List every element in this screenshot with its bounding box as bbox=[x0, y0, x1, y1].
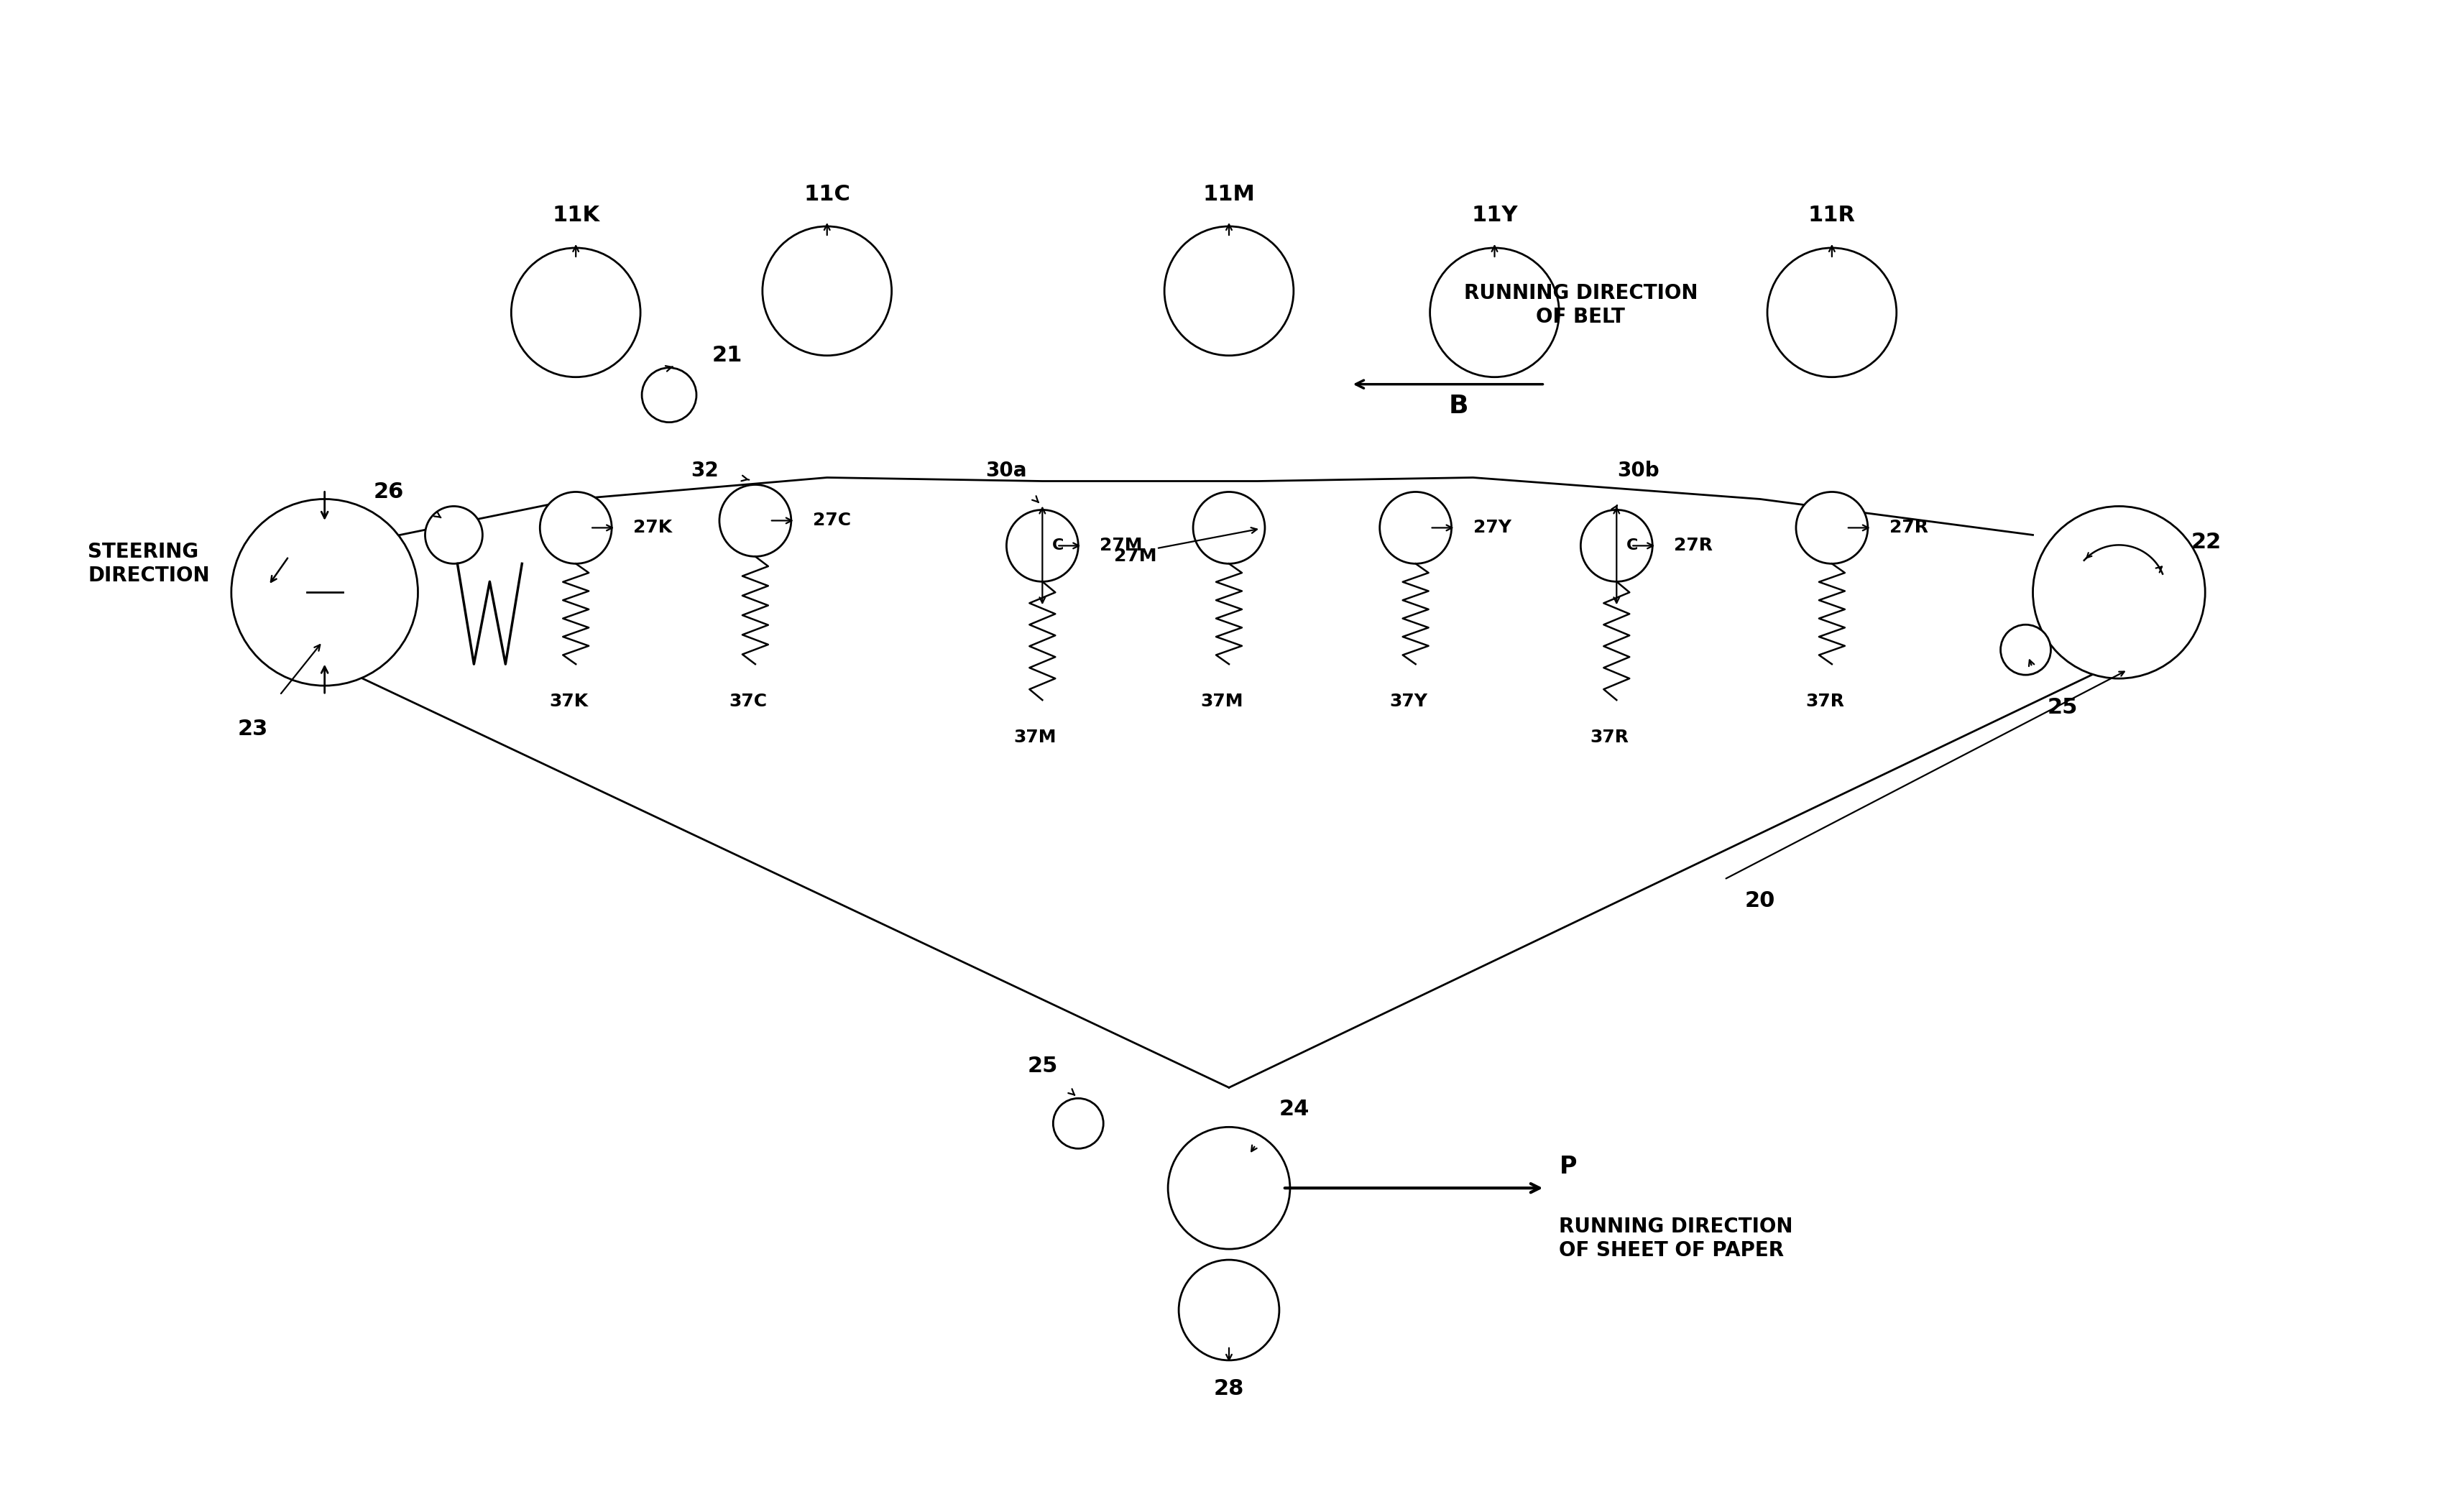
Text: 25: 25 bbox=[2047, 697, 2079, 718]
Circle shape bbox=[1007, 510, 1079, 582]
Text: 32: 32 bbox=[692, 460, 719, 481]
Text: 27Y: 27Y bbox=[1473, 519, 1512, 537]
Circle shape bbox=[1581, 510, 1653, 582]
Circle shape bbox=[1054, 1098, 1103, 1149]
Circle shape bbox=[512, 248, 640, 376]
Text: STEERING
DIRECTION: STEERING DIRECTION bbox=[89, 541, 209, 585]
Text: 28: 28 bbox=[1214, 1379, 1244, 1400]
Text: 30b: 30b bbox=[1618, 460, 1660, 481]
Text: 37M: 37M bbox=[1199, 692, 1244, 711]
Text: P: P bbox=[1559, 1155, 1576, 1178]
Text: 37C: 37C bbox=[729, 692, 766, 711]
Circle shape bbox=[1165, 227, 1293, 355]
Text: 37K: 37K bbox=[549, 692, 589, 711]
Circle shape bbox=[719, 485, 791, 556]
Text: 37Y: 37Y bbox=[1389, 692, 1429, 711]
Text: 11M: 11M bbox=[1202, 183, 1256, 204]
Circle shape bbox=[643, 367, 697, 422]
Text: 11C: 11C bbox=[803, 183, 850, 204]
Text: 27C: 27C bbox=[813, 513, 850, 529]
Circle shape bbox=[539, 491, 611, 564]
Circle shape bbox=[2000, 624, 2052, 674]
Text: 27R: 27R bbox=[1675, 537, 1712, 555]
Text: 37R: 37R bbox=[1805, 692, 1845, 711]
Circle shape bbox=[1379, 491, 1451, 564]
Text: 27M: 27M bbox=[1101, 537, 1143, 555]
Circle shape bbox=[426, 507, 483, 564]
Text: 25: 25 bbox=[1027, 1055, 1057, 1077]
Circle shape bbox=[1768, 248, 1897, 376]
Circle shape bbox=[764, 227, 892, 355]
Text: 22: 22 bbox=[2190, 532, 2222, 552]
Circle shape bbox=[2032, 507, 2204, 679]
Text: 27R: 27R bbox=[1889, 519, 1929, 537]
Text: 27M: 27M bbox=[1113, 547, 1158, 565]
Text: RUNNING DIRECTION
OF SHEET OF PAPER: RUNNING DIRECTION OF SHEET OF PAPER bbox=[1559, 1217, 1793, 1259]
Text: RUNNING DIRECTION
OF BELT: RUNNING DIRECTION OF BELT bbox=[1463, 283, 1697, 327]
Text: 37M: 37M bbox=[1015, 729, 1057, 745]
Text: 20: 20 bbox=[1744, 891, 1776, 912]
Text: 23: 23 bbox=[236, 718, 268, 739]
Text: 11K: 11K bbox=[552, 206, 599, 225]
Circle shape bbox=[1180, 1259, 1278, 1361]
Circle shape bbox=[1431, 248, 1559, 376]
Circle shape bbox=[232, 499, 419, 685]
Text: 21: 21 bbox=[712, 345, 744, 366]
Text: B: B bbox=[1448, 393, 1468, 417]
Text: 24: 24 bbox=[1278, 1099, 1310, 1119]
Text: 27K: 27K bbox=[633, 519, 672, 537]
Text: 26: 26 bbox=[372, 481, 404, 502]
Circle shape bbox=[1167, 1126, 1291, 1249]
Text: 37R: 37R bbox=[1591, 729, 1628, 745]
Circle shape bbox=[1192, 491, 1266, 564]
Text: 30a: 30a bbox=[985, 460, 1027, 481]
Text: C: C bbox=[1052, 538, 1064, 553]
Text: 11Y: 11Y bbox=[1470, 206, 1517, 225]
Text: 11R: 11R bbox=[1808, 206, 1855, 225]
Text: C: C bbox=[1626, 538, 1638, 553]
Circle shape bbox=[1796, 491, 1867, 564]
